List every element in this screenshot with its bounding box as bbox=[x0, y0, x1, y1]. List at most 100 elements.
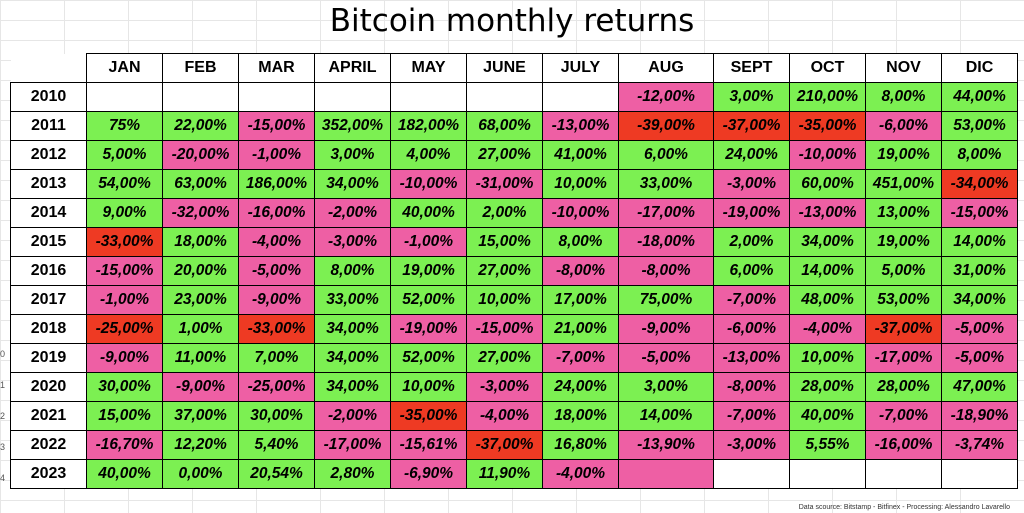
negative-return-cell: -6,00% bbox=[713, 314, 790, 344]
table-row: 2017 -1,00% 23,00% -9,00% 33,00% 52,00% 10,00%… bbox=[10, 285, 1018, 315]
negative-return-cell: -7,00% bbox=[713, 285, 790, 315]
negative-return-cell: -35,00% bbox=[390, 401, 467, 431]
negative-return-cell: -4,00% bbox=[542, 459, 619, 489]
year-cell: 2016 bbox=[10, 256, 87, 286]
positive-return-cell: 3,00% bbox=[713, 82, 790, 112]
positive-return-cell: 48,00% bbox=[789, 285, 866, 315]
empty-cell bbox=[390, 82, 467, 112]
negative-return-cell: -4,00% bbox=[466, 401, 543, 431]
positive-return-cell: 5,55% bbox=[789, 430, 866, 460]
month-header: OCT bbox=[789, 53, 866, 83]
negative-return-cell: -6,90% bbox=[390, 459, 467, 489]
year-cell: 2017 bbox=[10, 285, 87, 315]
negative-return-cell: -18,00% bbox=[618, 227, 714, 257]
negative-return-cell: -3,00% bbox=[466, 372, 543, 402]
positive-return-cell: 68,00% bbox=[466, 111, 543, 141]
positive-return-cell: 33,00% bbox=[314, 285, 391, 315]
negative-return-cell: -4,00% bbox=[789, 314, 866, 344]
negative-return-cell: -3,00% bbox=[314, 227, 391, 257]
positive-return-cell: 8,00% bbox=[941, 140, 1018, 170]
year-cell: 2023 bbox=[10, 459, 87, 489]
positive-return-cell: 75% bbox=[86, 111, 163, 141]
negative-return-cell: -37,00% bbox=[713, 111, 790, 141]
positive-return-cell: 6,00% bbox=[713, 256, 790, 286]
row-number-fragments: 0 1 2 3 4 bbox=[0, 70, 10, 500]
positive-return-cell: 24,00% bbox=[542, 372, 619, 402]
empty-cell bbox=[466, 82, 543, 112]
positive-return-cell: 52,00% bbox=[390, 285, 467, 315]
positive-return-cell: 4,00% bbox=[390, 140, 467, 170]
month-header: MAY bbox=[390, 53, 467, 83]
negative-return-cell: -13,00% bbox=[789, 198, 866, 228]
negative-return-cell: -10,00% bbox=[542, 198, 619, 228]
negative-return-cell: -5,00% bbox=[238, 256, 315, 286]
positive-return-cell: 40,00% bbox=[86, 459, 163, 489]
year-cell: 2012 bbox=[10, 140, 87, 170]
positive-return-cell: 3,00% bbox=[314, 140, 391, 170]
table-row: 2011 75% 22,00% -15,00% 352,00% 182,00% 68,00%… bbox=[10, 111, 1018, 141]
month-header: NOV bbox=[865, 53, 942, 83]
negative-return-cell: -10,00% bbox=[789, 140, 866, 170]
negative-return-cell: -35,00% bbox=[789, 111, 866, 141]
negative-return-cell: -1,00% bbox=[86, 285, 163, 315]
positive-return-cell: 28,00% bbox=[865, 372, 942, 402]
table-row: 2019 -9,00% 11,00% 7,00% 34,00% 52,00% 27,00% -… bbox=[10, 343, 1018, 373]
row-number-fragment bbox=[0, 98, 8, 112]
negative-return-cell: -19,00% bbox=[390, 314, 467, 344]
positive-return-cell: 37,00% bbox=[162, 401, 239, 431]
empty-cell bbox=[789, 459, 866, 489]
positive-return-cell: 27,00% bbox=[466, 256, 543, 286]
positive-return-cell: 30,00% bbox=[238, 401, 315, 431]
negative-return-cell: -15,00% bbox=[238, 111, 315, 141]
positive-return-cell: 12,20% bbox=[162, 430, 239, 460]
negative-return-cell: -17,00% bbox=[314, 430, 391, 460]
negative-return-cell: -31,00% bbox=[466, 169, 543, 199]
month-header: APRIL bbox=[314, 53, 391, 83]
negative-return-cell: -2,00% bbox=[314, 401, 391, 431]
row-number-fragment: 3 bbox=[0, 442, 6, 453]
positive-return-cell: 60,00% bbox=[789, 169, 866, 199]
year-cell: 2014 bbox=[10, 198, 87, 228]
table-row: 2015 -33,00% 18,00% -4,00% -3,00% -1,00% 15,00… bbox=[10, 227, 1018, 257]
positive-return-cell: 19,00% bbox=[865, 140, 942, 170]
negative-return-cell: -17,00% bbox=[618, 198, 714, 228]
positive-return-cell: 34,00% bbox=[314, 314, 391, 344]
positive-return-cell: 19,00% bbox=[865, 227, 942, 257]
negative-return-cell: -18,90% bbox=[941, 401, 1018, 431]
positive-return-cell: 10,00% bbox=[789, 343, 866, 373]
empty-cell bbox=[162, 82, 239, 112]
negative-return-cell: -16,70% bbox=[86, 430, 163, 460]
empty-cell bbox=[314, 82, 391, 112]
positive-return-cell: 14,00% bbox=[618, 401, 714, 431]
empty-cell bbox=[542, 82, 619, 112]
empty-cell bbox=[865, 459, 942, 489]
negative-return-cell: -16,00% bbox=[865, 430, 942, 460]
positive-return-cell: 21,00% bbox=[542, 314, 619, 344]
positive-return-cell: 47,00% bbox=[941, 372, 1018, 402]
negative-return-cell: -2,00% bbox=[314, 198, 391, 228]
positive-return-cell: 53,00% bbox=[865, 285, 942, 315]
month-header: DIC bbox=[941, 53, 1018, 83]
negative-return-cell: -17,00% bbox=[865, 343, 942, 373]
month-header: JUNE bbox=[466, 53, 543, 83]
negative-return-cell: -1,00% bbox=[390, 227, 467, 257]
corner-cell bbox=[10, 53, 87, 83]
positive-return-cell: 9,00% bbox=[86, 198, 163, 228]
positive-return-cell: 63,00% bbox=[162, 169, 239, 199]
positive-return-cell: 52,00% bbox=[390, 343, 467, 373]
negative-return-cell: -25,00% bbox=[238, 372, 315, 402]
table-row: 2018 -25,00% 1,00% -33,00% 34,00% -19,00% -15,… bbox=[10, 314, 1018, 344]
table-row: 2016 -15,00% 20,00% -5,00% 8,00% 19,00% 27,00%… bbox=[10, 256, 1018, 286]
negative-return-cell: -8,00% bbox=[618, 256, 714, 286]
empty-cell bbox=[238, 82, 315, 112]
table-row: 2021 15,00% 37,00% 30,00% -2,00% -35,00% -4,00… bbox=[10, 401, 1018, 431]
positive-return-cell: 6,00% bbox=[618, 140, 714, 170]
positive-return-cell: 11,90% bbox=[466, 459, 543, 489]
table-row: 2020 30,00% -9,00% -25,00% 34,00% 10,00% -3,00… bbox=[10, 372, 1018, 402]
negative-return-cell: -16,00% bbox=[238, 198, 315, 228]
negative-return-cell: -33,00% bbox=[86, 227, 163, 257]
row-number-fragment: 0 bbox=[0, 348, 6, 359]
negative-return-cell: -9,00% bbox=[618, 314, 714, 344]
month-header: SEPT bbox=[713, 53, 790, 83]
negative-return-cell: -25,00% bbox=[86, 314, 163, 344]
